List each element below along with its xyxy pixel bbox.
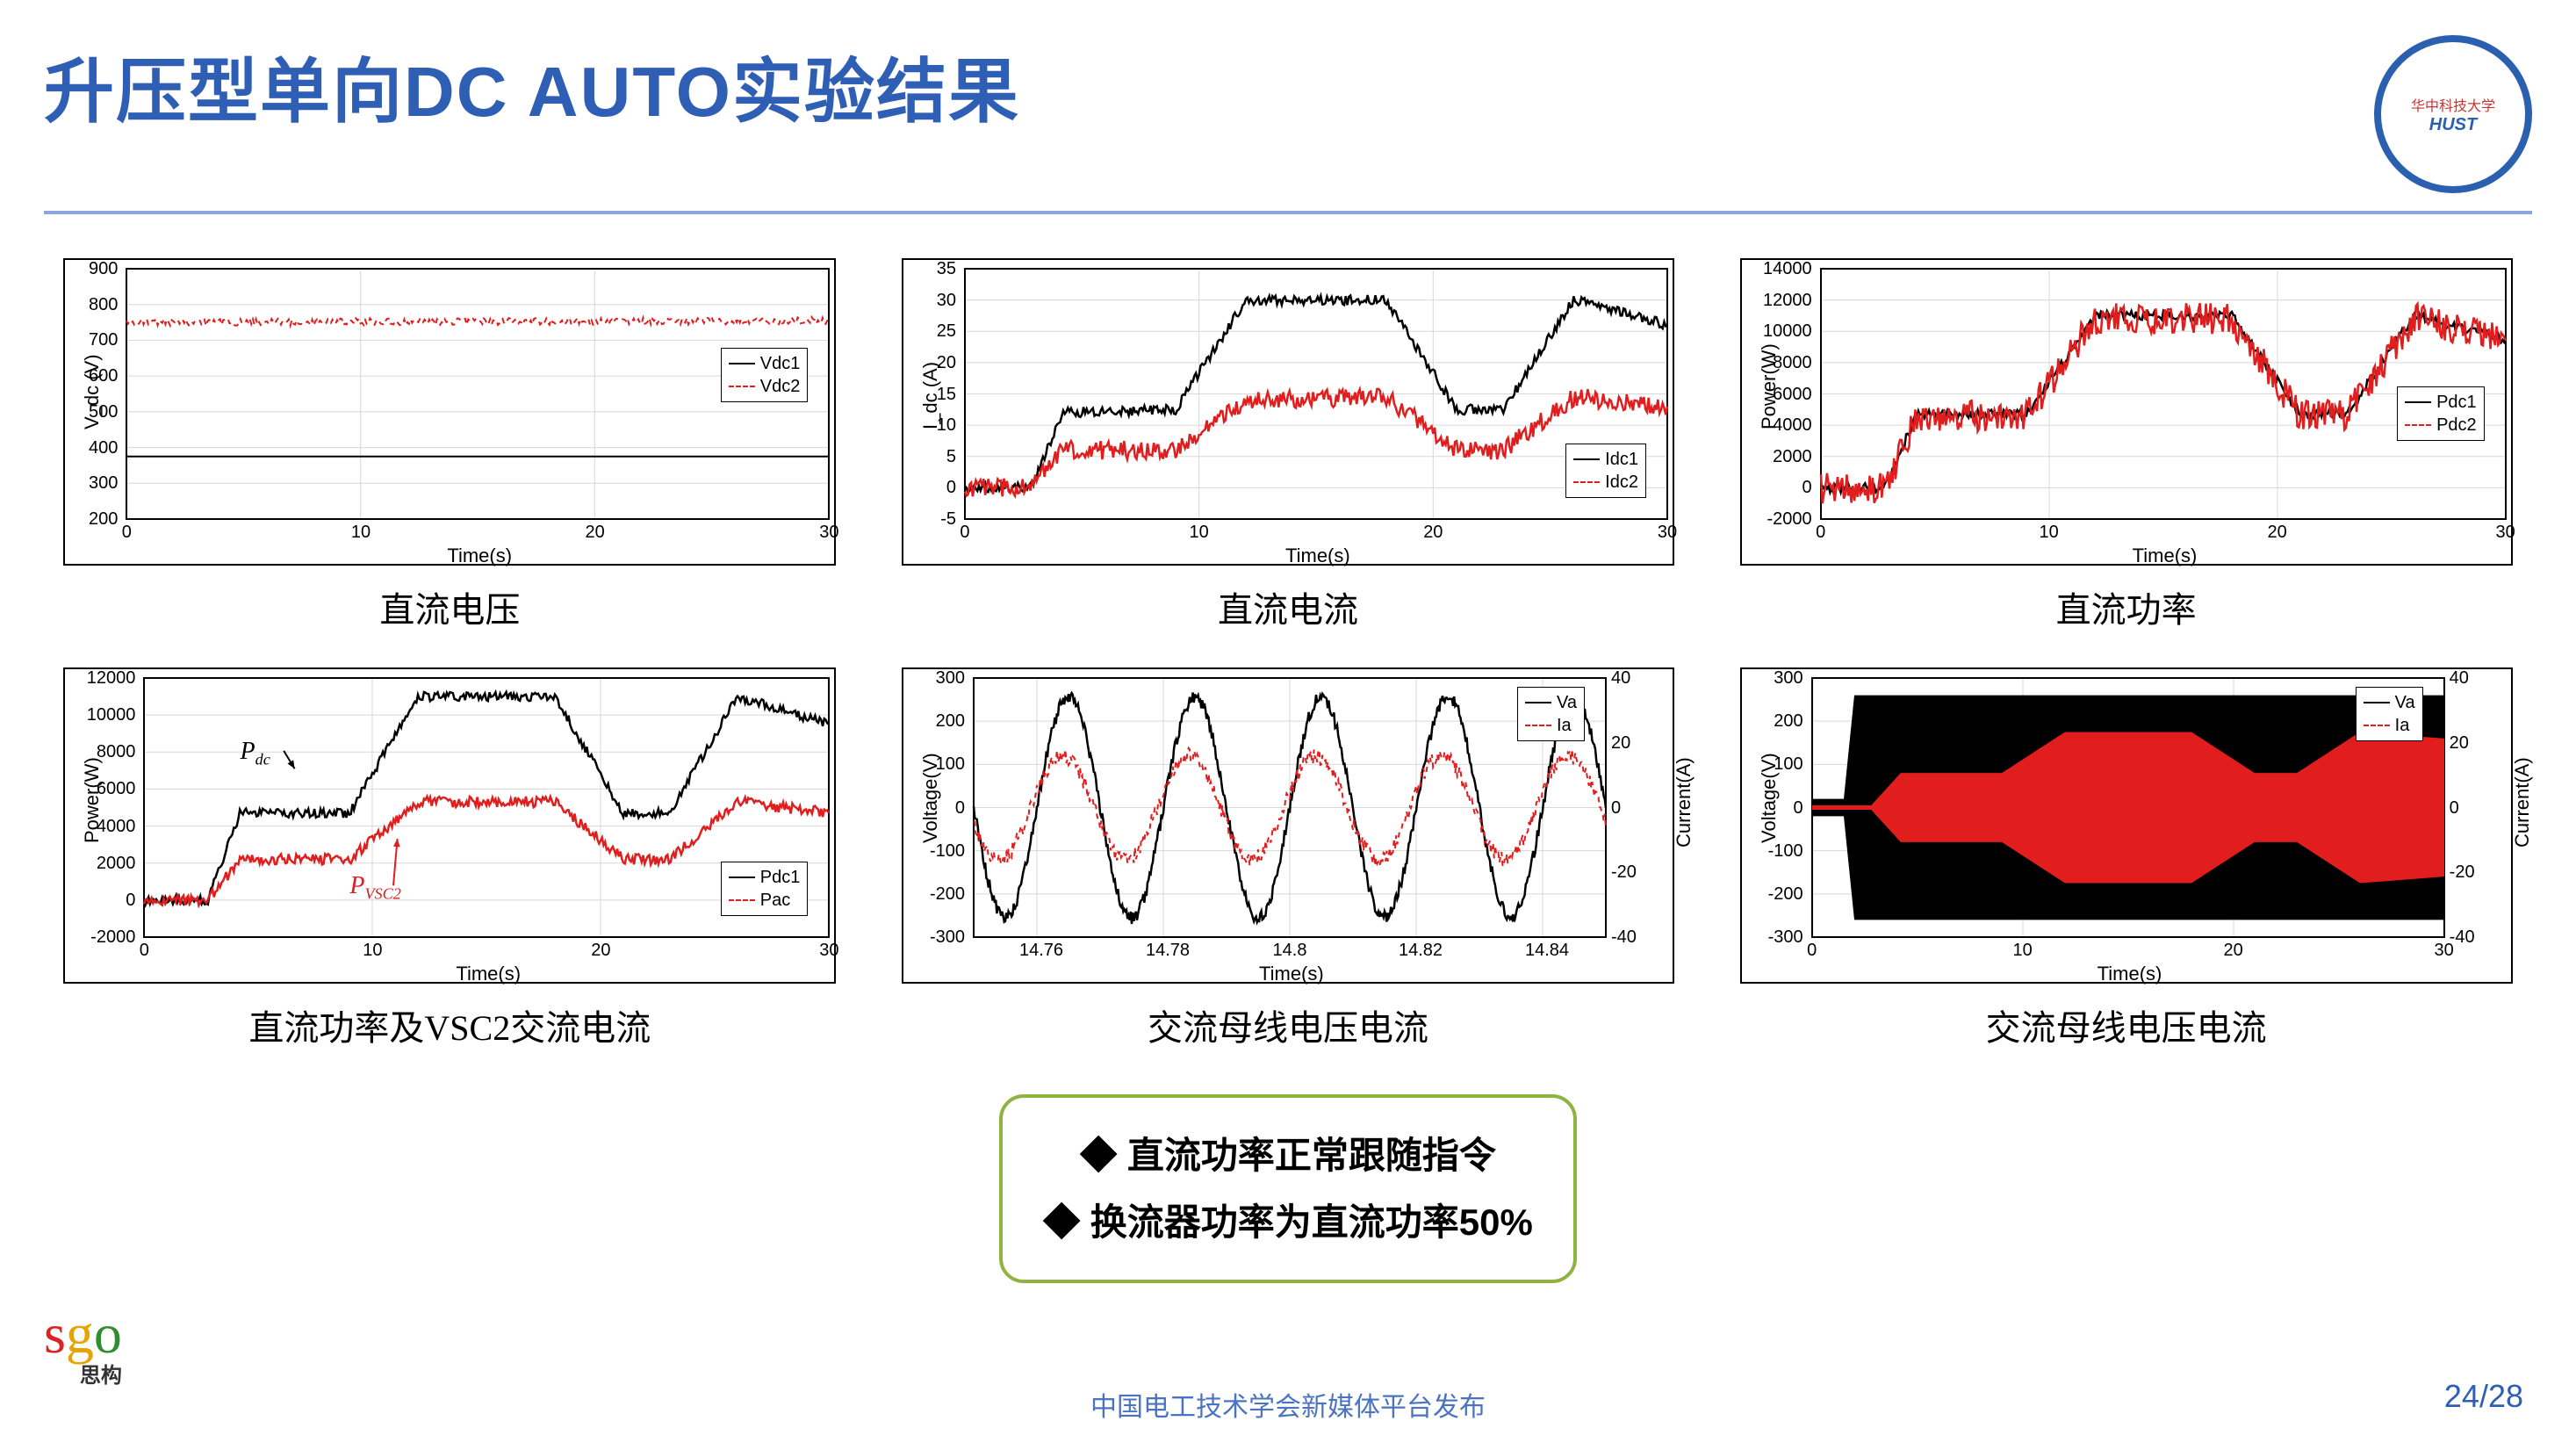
chart-caption: 直流电压 [379, 581, 520, 632]
callout-line: ◆ 直流功率正常跟随指令 [1043, 1122, 1533, 1189]
sgo-s: s [44, 1302, 66, 1365]
chart-caption: 直流功率 [2056, 581, 2197, 632]
legend: Pdc1Pdc2 [2397, 386, 2485, 441]
page-number: 24/28 [2444, 1378, 2523, 1415]
title-row: 升压型单向DC AUTO实验结果 华中科技大学 HUST [44, 35, 2532, 193]
chart-caption: 交流母线电压电流 [1148, 999, 1428, 1050]
legend: Vdc1Vdc2 [721, 348, 809, 402]
legend: VaIa [1517, 687, 1585, 741]
chart-vdc: 2003004005006007008009000102030Time(s)V_… [63, 258, 836, 566]
chart-caption: 交流母线电压电流 [1986, 999, 2267, 1050]
annotation: PVSC2 [349, 872, 401, 904]
sgo-g: g [66, 1302, 94, 1365]
page-title: 升压型单向DC AUTO实验结果 [44, 35, 1020, 137]
chart-cell-pdc: -200002000400060008000100001200014000010… [1738, 258, 2515, 632]
chart-cell-pdc_ac: -20000200040006000800010000120000102030T… [61, 667, 838, 1050]
chart-caption: 直流电流 [1218, 581, 1358, 632]
university-logo: 华中科技大学 HUST [2374, 35, 2532, 193]
legend: Idc1Idc2 [1565, 444, 1646, 498]
logo-mid: HUST [2429, 115, 2477, 135]
sgo-o: o [94, 1302, 122, 1365]
chart-cell-ac_zoom: -300-200-100010020030014.7614.7814.814.8… [900, 667, 1677, 1050]
sgo-logo: sgo 思构 [44, 1302, 122, 1389]
title-underline [44, 211, 2532, 214]
chart-cell-ac_full: -300-200-10001002003000102030-40-2002040… [1738, 667, 2515, 1050]
logo-top: 华中科技大学 [2411, 94, 2495, 115]
callout-line: ◆ 换流器功率为直流功率50% [1043, 1189, 1533, 1256]
chart-pdc: -200002000400060008000100001200014000010… [1740, 258, 2513, 566]
chart-ac_zoom: -300-200-100010020030014.7614.7814.814.8… [902, 667, 1674, 984]
legend: VaIa [2356, 687, 2423, 741]
chart-caption: 直流功率及VSC2交流电流 [248, 999, 651, 1050]
callout-box: ◆ 直流功率正常跟随指令◆ 换流器功率为直流功率50% [999, 1094, 1577, 1283]
chart-grid: 2003004005006007008009000102030Time(s)V_… [44, 258, 2532, 1050]
chart-idc: -5051015202530350102030Time(s)I_dc (A)Id… [902, 258, 1674, 566]
chart-cell-idc: -5051015202530350102030Time(s)I_dc (A)Id… [900, 258, 1677, 632]
legend: Pdc1Pac [721, 862, 809, 916]
chart-cell-vdc: 2003004005006007008009000102030Time(s)V_… [61, 258, 838, 632]
chart-ac_full: -300-200-10001002003000102030-40-2002040… [1740, 667, 2513, 984]
chart-pdc_ac: -20000200040006000800010000120000102030T… [63, 667, 836, 984]
annotation: Pdc [241, 738, 270, 769]
slide: 升压型单向DC AUTO实验结果 华中科技大学 HUST 20030040050… [0, 0, 2576, 1450]
footer-text: 中国电工技术学会新媒体平台发布 [1090, 1385, 1486, 1424]
callout-wrap: ◆ 直流功率正常跟随指令◆ 换流器功率为直流功率50% [44, 1094, 2532, 1283]
